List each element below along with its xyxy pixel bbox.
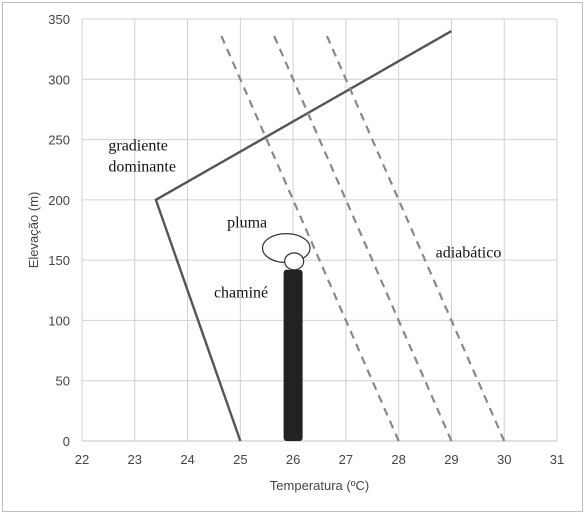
- x-tick-label: 29: [444, 452, 458, 467]
- annotation-label: chaminé: [214, 285, 268, 302]
- x-tick-label: 28: [391, 452, 405, 467]
- annotation-line: gradiente: [108, 137, 168, 154]
- x-tick-label: 27: [339, 452, 353, 467]
- y-tick-label: 150: [48, 253, 70, 268]
- adiabatic-line: [218, 30, 400, 442]
- annotation-line: dominante: [108, 158, 176, 175]
- annotation-label: gradiente dominante: [108, 137, 176, 175]
- x-axis-title: Temperatura (ºC): [270, 478, 369, 493]
- y-tick-label: 50: [56, 374, 70, 389]
- chimney: [283, 269, 303, 441]
- y-tick-label: 0: [63, 434, 70, 449]
- y-tick-label: 350: [48, 12, 70, 27]
- y-tick-label: 300: [48, 72, 70, 87]
- x-tick-label: 30: [497, 452, 511, 467]
- annotation-label: pluma: [227, 215, 267, 232]
- plume-cloud: [284, 252, 305, 271]
- adiabatic-line: [323, 30, 506, 442]
- x-tick-label: 22: [75, 452, 89, 467]
- annotation-line: adiabático: [436, 245, 502, 262]
- x-tick-label: 26: [286, 452, 300, 467]
- x-tick-label: 25: [233, 452, 247, 467]
- y-tick-label: 250: [48, 133, 70, 148]
- y-axis-title: Elevação (m): [26, 192, 41, 269]
- prevailing-gradient-line: [154, 30, 453, 442]
- x-tick-label: 24: [180, 452, 194, 467]
- x-tick-label: 23: [128, 452, 142, 467]
- annotation-line: pluma: [227, 215, 267, 232]
- x-tick-label: 31: [550, 452, 564, 467]
- annotation-line: chaminé: [214, 285, 268, 302]
- y-tick-label: 200: [48, 193, 70, 208]
- annotation-label: adiabático: [436, 245, 502, 262]
- y-tick-label: 100: [48, 313, 70, 328]
- adiabatic-line: [270, 30, 453, 442]
